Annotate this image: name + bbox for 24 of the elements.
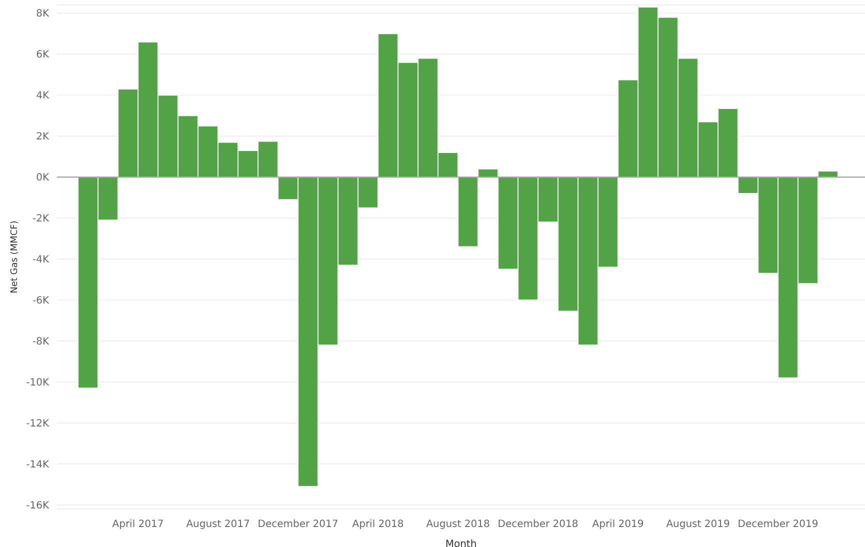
y-axis-title: Net Gas (MMCF) [10,220,20,294]
y-tick-label: 8K [36,8,50,20]
y-tick-label: -16K [26,500,50,512]
x-tick-label: August 2019 [666,519,730,530]
x-tick-label: December 2019 [738,519,818,530]
x-tick-label: August 2017 [186,519,250,530]
x-tick-label: April 2017 [112,519,164,530]
y-tick-label: 6K [36,50,50,61]
y-tick-label: -10K [26,378,50,389]
x-tick-label: December 2017 [258,519,338,530]
y-tick-label: -6K [32,296,50,307]
x-tick-label: August 2018 [426,519,490,530]
y-tick-label: -2K [32,214,50,225]
y-tick-label: 2K [36,132,50,143]
y-tick-label: -4K [32,254,50,266]
x-axis-title: Month [445,539,477,547]
x-tick-label: April 2019 [592,519,644,530]
y-tick-label: 4K [36,90,50,102]
y-tick-label: -12K [26,418,50,430]
y-tick-label: -8K [32,336,50,348]
y-tick-label: -14K [26,459,50,470]
x-tick-label: April 2018 [352,519,404,530]
x-tick-label: December 2018 [498,519,578,530]
y-tick-label: 0K [36,172,50,184]
